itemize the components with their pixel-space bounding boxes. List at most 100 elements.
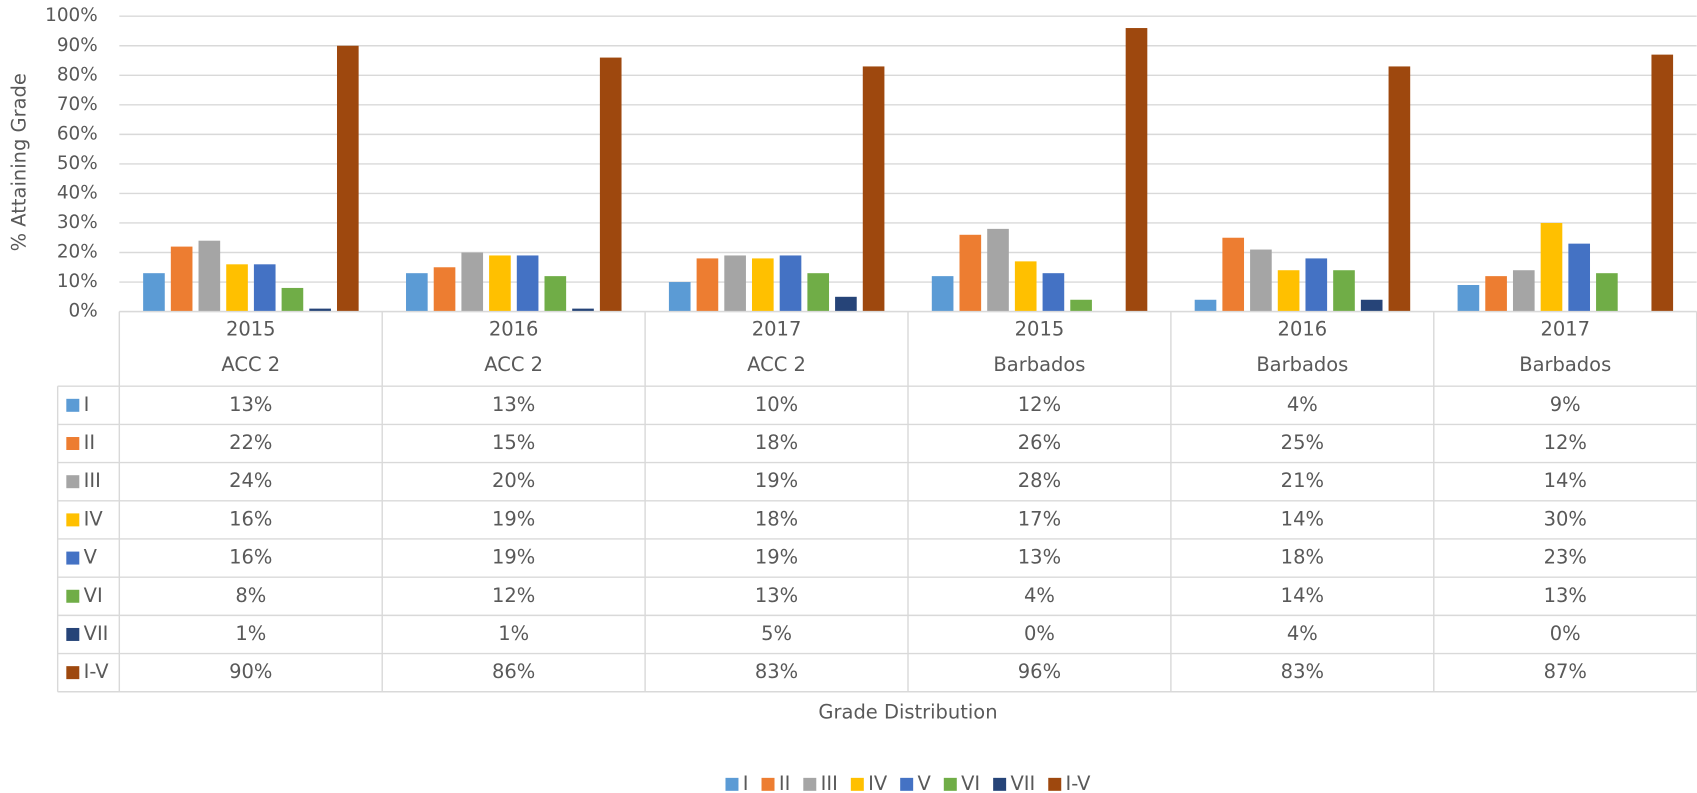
table-cell: 19%	[492, 507, 535, 530]
y-tick-label: 70%	[57, 94, 98, 115]
table-cell: 19%	[492, 546, 535, 569]
x-axis-title: Grade Distribution	[818, 700, 997, 723]
bar	[724, 255, 746, 312]
x-tick-label: 2016	[1278, 317, 1328, 340]
table-series-name: IV	[84, 507, 104, 530]
bar	[1568, 243, 1591, 312]
x-tick-label: 2017	[752, 317, 802, 340]
legend-label: III	[821, 772, 838, 793]
table-cell: 9%	[1550, 393, 1581, 416]
bar	[1540, 222, 1563, 312]
bar	[807, 273, 830, 312]
bar	[668, 282, 691, 312]
legend-label: I	[743, 772, 749, 793]
table-cell: 18%	[755, 507, 798, 530]
x-tick-label: 2017	[1540, 317, 1590, 340]
bar	[1596, 273, 1618, 312]
bar	[336, 45, 359, 312]
table-cell: 18%	[1281, 546, 1324, 569]
x-tick-label: 2016	[489, 317, 539, 340]
bar	[198, 240, 221, 312]
table-cell: 21%	[1281, 469, 1324, 492]
x-group-label: ACC 2	[747, 353, 806, 376]
table-cell: 96%	[1018, 660, 1061, 683]
bar	[1651, 54, 1674, 312]
table-series-name: I-V	[84, 660, 110, 683]
y-tick-label: 90%	[57, 35, 98, 56]
bar	[1250, 249, 1272, 312]
bar	[433, 267, 456, 312]
table-cell: 13%	[1018, 546, 1061, 569]
table-cell: 30%	[1544, 507, 1587, 530]
table-cell: 28%	[1018, 469, 1061, 492]
table-key	[66, 589, 80, 603]
table-cell: 19%	[755, 546, 798, 569]
table-key	[66, 666, 80, 680]
table-cell: 25%	[1281, 431, 1324, 454]
x-group-label: ACC 2	[221, 353, 280, 376]
table-cell: 0%	[1024, 622, 1055, 645]
bar	[1512, 270, 1535, 312]
table-cell: 5%	[761, 622, 792, 645]
table-cell: 12%	[1544, 431, 1587, 454]
table-cell: 16%	[229, 546, 272, 569]
x-group-label: Barbados	[993, 353, 1085, 376]
legend-key	[900, 777, 914, 791]
y-tick-label: 80%	[57, 64, 98, 85]
bar	[835, 296, 857, 312]
table-key	[66, 475, 80, 489]
y-tick-label: 30%	[57, 212, 98, 233]
x-tick-label: 2015	[1015, 317, 1065, 340]
bar	[1070, 299, 1092, 312]
x-group-label: ACC 2	[484, 353, 543, 376]
table-cell: 4%	[1287, 622, 1318, 645]
legend-label: IV	[868, 772, 888, 793]
table-cell: 23%	[1544, 546, 1587, 569]
table-cell: 1%	[235, 622, 266, 645]
legend-label: V	[917, 772, 931, 793]
legend-label: VI	[961, 772, 980, 793]
table-cell: 18%	[755, 431, 798, 454]
bar	[1333, 270, 1355, 312]
table-cell: 20%	[492, 469, 535, 492]
legend-key	[803, 777, 817, 791]
bar	[1457, 284, 1480, 312]
bar	[281, 287, 304, 312]
bar	[779, 255, 802, 312]
bar	[1194, 299, 1217, 312]
table-key	[66, 513, 80, 527]
table-cell: 14%	[1544, 469, 1587, 492]
table-cell: 15%	[492, 431, 535, 454]
y-tick-label: 10%	[57, 271, 98, 292]
table-cell: 83%	[755, 660, 798, 683]
table-cell: 83%	[1281, 660, 1324, 683]
x-tick-label: 2015	[226, 317, 276, 340]
bar	[696, 258, 719, 312]
table-key	[66, 627, 80, 641]
bar	[226, 264, 248, 312]
y-tick-label: 0%	[69, 301, 98, 322]
table-cell: 4%	[1024, 584, 1055, 607]
table-cell: 4%	[1287, 393, 1318, 416]
y-axis-title: % Attaining Grade	[7, 73, 30, 251]
y-tick-label: 50%	[57, 153, 98, 174]
table-cell: 12%	[492, 584, 535, 607]
y-tick-label: 40%	[57, 182, 98, 203]
legend-key	[993, 777, 1007, 791]
bar	[461, 252, 484, 312]
bar	[1042, 273, 1065, 312]
table-cell: 90%	[229, 660, 272, 683]
bar	[544, 276, 567, 312]
legend-key	[725, 777, 739, 791]
table-series-name: II	[84, 431, 95, 454]
table-key	[66, 551, 80, 565]
bar	[1222, 237, 1245, 312]
table-cell: 13%	[492, 393, 535, 416]
x-group-label: Barbados	[1519, 353, 1611, 376]
table-series-name: VII	[84, 622, 109, 645]
bar	[406, 273, 428, 312]
legend-label: VII	[1010, 772, 1035, 793]
bar	[253, 264, 276, 312]
